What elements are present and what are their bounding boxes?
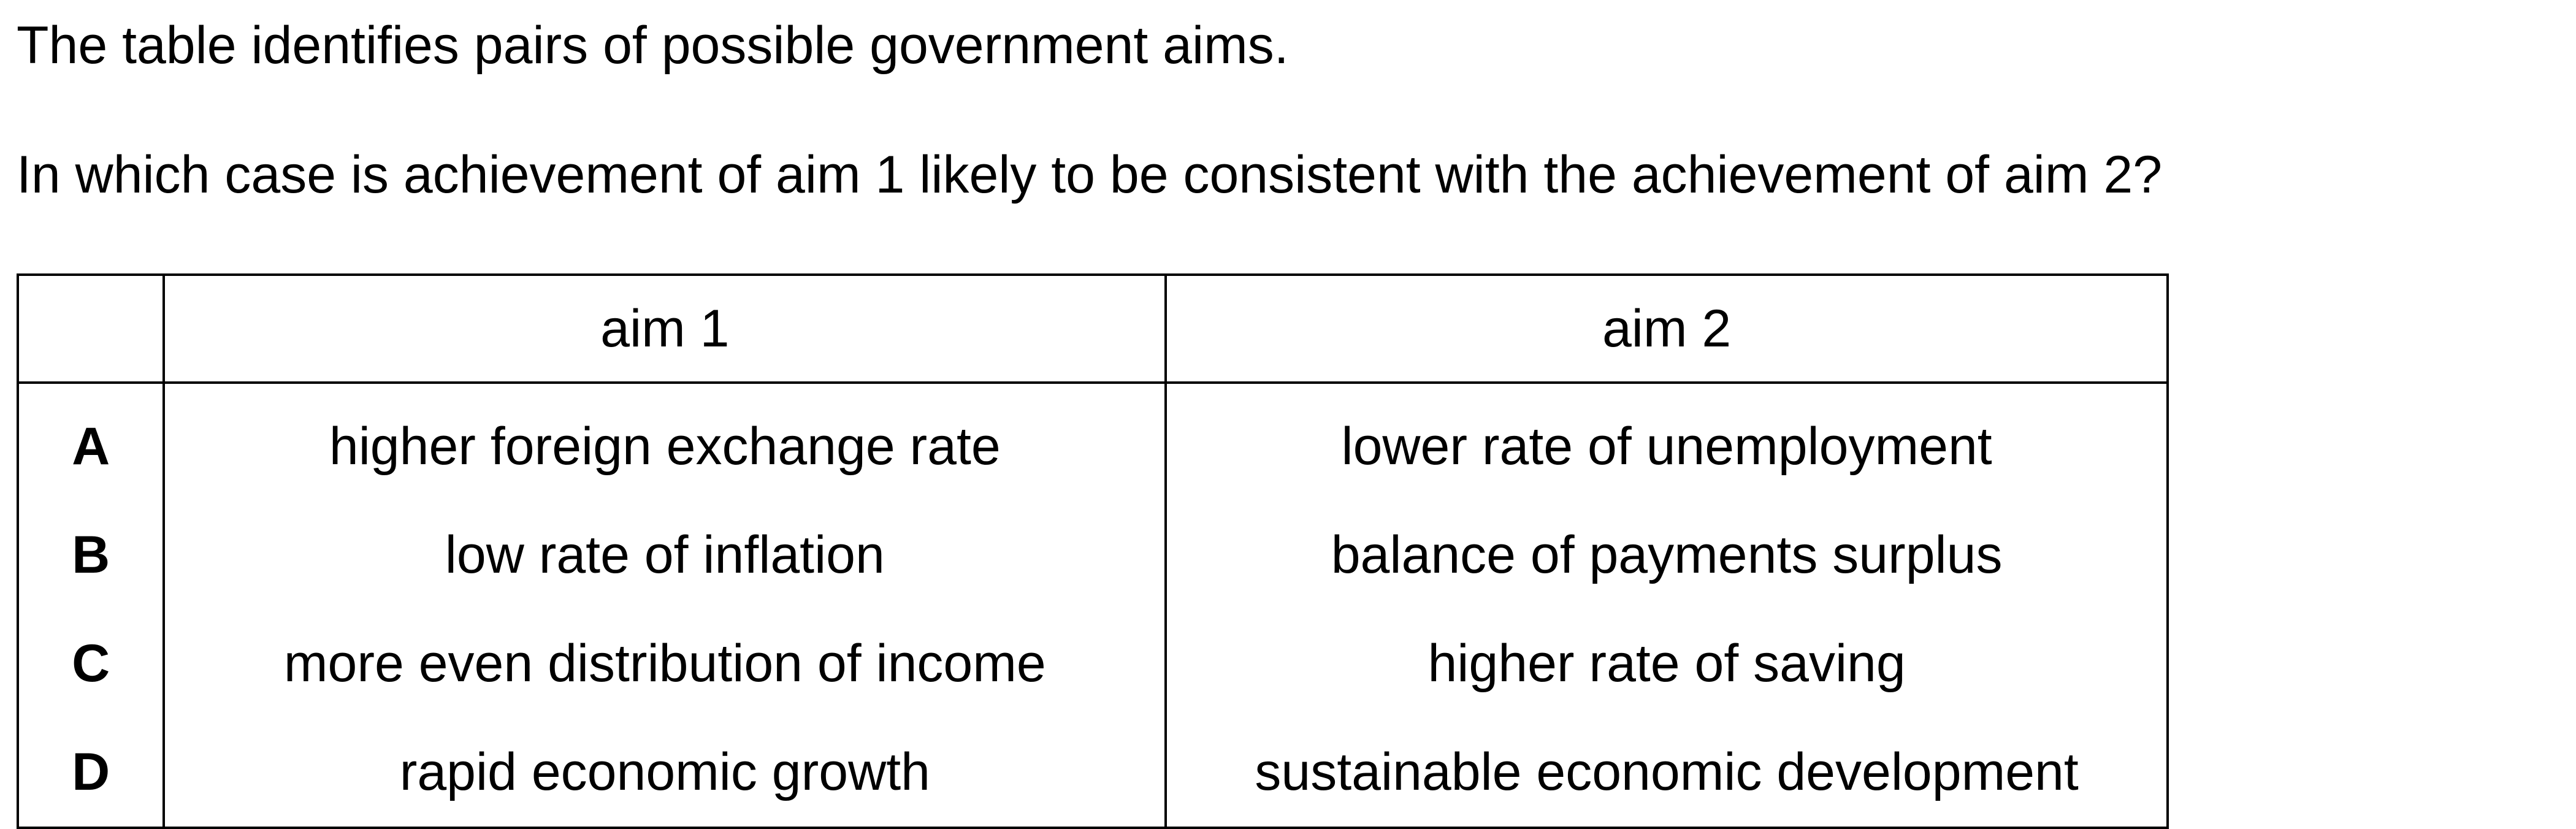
aim-1-cell: higher foreign exchange rate	[162, 383, 1168, 501]
aim-1-cell: more even distribution of income	[162, 609, 1168, 718]
header-aim-2: aim 2	[1164, 273, 2169, 384]
aim-2-cell: sustainable economic development	[1164, 718, 2169, 829]
aim-1-cell: rapid economic growth	[162, 718, 1168, 829]
option-label: A	[16, 383, 166, 501]
option-label: D	[16, 718, 166, 829]
aim-2-cell: balance of payments surplus	[1164, 501, 2169, 609]
question-text: In which case is achievement of aim 1 li…	[17, 145, 2163, 204]
aim-2-cell: higher rate of saving	[1164, 609, 2169, 718]
table-row: D rapid economic growth sustainable econ…	[16, 718, 2169, 829]
header-aim-1: aim 1	[162, 273, 1168, 384]
table-row: B low rate of inflation balance of payme…	[16, 501, 2169, 609]
aim-1-cell: low rate of inflation	[162, 501, 1168, 609]
option-label: B	[16, 501, 166, 609]
table-row: C more even distribution of income highe…	[16, 609, 2169, 718]
option-label: C	[16, 609, 166, 718]
aims-table: aim 1 aim 2 A higher foreign exchange ra…	[16, 273, 2169, 829]
header-option	[16, 273, 166, 384]
table-header-row: aim 1 aim 2	[16, 273, 2169, 384]
table-row: A higher foreign exchange rate lower rat…	[16, 383, 2169, 501]
intro-text: The table identifies pairs of possible g…	[17, 16, 1289, 75]
aim-2-cell: lower rate of unemployment	[1164, 383, 2169, 501]
